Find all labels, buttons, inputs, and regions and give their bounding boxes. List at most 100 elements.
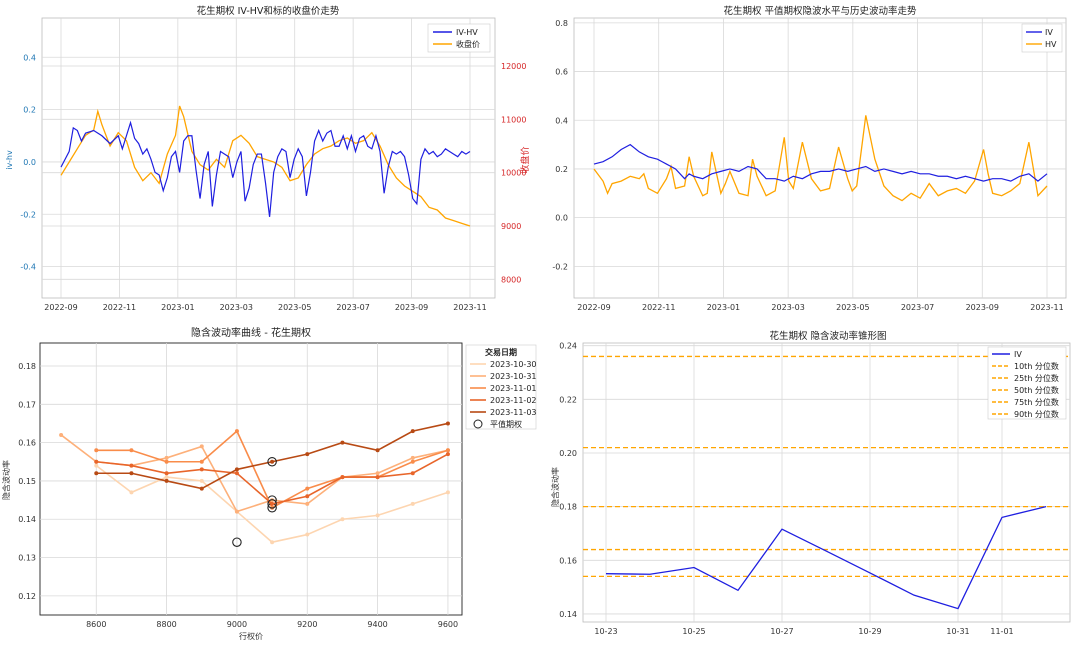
chart4-ylabel: 隐含波动率 [550,467,560,507]
chart3-xtick: 8600 [86,620,106,629]
chart2-legend-iv: IV [1045,28,1053,37]
chart2-xtick: 2023-09 [966,303,999,312]
chart1-y2tick: 9000 [501,222,521,231]
chart3-point [340,440,345,445]
chart2-ytick: 0.0 [555,214,568,223]
chart2-xtick: 2023-07 [901,303,934,312]
chart1-xtick: 2022-09 [44,303,77,312]
chart3-legend-item: 2023-11-01 [490,384,537,393]
chart3-point [445,448,450,453]
chart1-xtick: 2023-01 [161,303,194,312]
chart1-y2tick: 12000 [501,62,526,71]
chart3-ylabel: 隐含波动率 [1,460,11,500]
chart3-legend-atm: 平值期权 [490,419,522,429]
chart3-point [199,444,204,449]
chart4-legend-item: 10th 分位数 [1014,361,1059,371]
chart3-ytick: 0.15 [18,477,36,486]
chart4-legend-item: 75th 分位数 [1014,397,1059,407]
chart3-point [164,471,169,476]
chart1-ytick: 0.2 [23,106,36,115]
chart1-xtick: 2022-11 [103,303,136,312]
chart1-xtick: 2023-11 [453,303,486,312]
chart4-title: 花生期权 隐含波动率锥形图 [769,330,886,342]
chart3-point [270,501,275,506]
chart4-legend-item: 25th 分位数 [1014,373,1059,383]
chart1-frame [41,17,496,299]
chart3-point [234,509,239,514]
chart3-point [340,475,345,480]
chart2-series-hv [593,115,1048,202]
chart3-atm-marker [267,457,277,467]
chart3-point [410,459,415,464]
chart3-legend-atm-swatch [473,419,483,429]
chart4-xtick: 10-29 [858,627,881,636]
chart2-ytick: -0.2 [552,262,568,271]
chart2-title: 花生期权 平值期权隐波水平与历史波动率走势 [723,5,917,17]
chart3-frame [39,342,463,616]
chart3-point [94,463,99,468]
chart2-ytick: 0.4 [555,116,568,125]
chart3-xtick: 9200 [297,620,317,629]
chart3-point [375,471,380,476]
chart2-ytick: 0.8 [555,19,568,28]
chart3-point [445,490,450,495]
chart3-legend-item: 2023-11-02 [490,396,537,405]
chart4-legend [987,346,1067,420]
chart3-legend-title: 交易日期 [485,347,517,357]
chart3-point [129,448,134,453]
chart3-point [94,459,99,464]
chart1-series-ivhv [60,120,471,217]
chart3-legend [465,344,537,430]
chart3-point [340,517,345,522]
chart4-frame [582,342,1071,623]
chart2-xtick: 2023-03 [771,303,804,312]
chart3-point [234,467,239,472]
chart3-point [164,455,169,460]
chart1-ytick: -0.4 [20,263,36,272]
chart3-point [410,455,415,460]
chart2-xtick: 2022-11 [642,303,675,312]
chart2-legend-hv: HV [1045,40,1057,49]
chart4-legend-item: IV [1014,350,1022,359]
chart3-point [164,459,169,464]
chart3-point [164,475,169,480]
chart2-xtick: 2023-05 [836,303,869,312]
chart2-xtick: 2023-01 [707,303,740,312]
chart3-point [164,478,169,483]
chart4-legend-item: 90th 分位数 [1014,409,1059,419]
chart3-point [129,471,134,476]
chart4-ytick: 0.16 [559,556,577,565]
chart3-xlabel: 行权价 [239,631,263,641]
chart4-xtick: 10-27 [770,627,793,636]
chart3-point [129,463,134,468]
chart4-xtick: 10-31 [946,627,969,636]
chart1-ytick: 0.4 [23,53,36,62]
chart3-point [234,429,239,434]
chart4-ytick: 0.14 [559,610,577,619]
chart1-series-price [60,105,471,227]
chart3-point [199,478,204,483]
chart1-title: 花生期权 IV-HV和标的收盘价走势 [197,5,340,17]
chart1-y2tick: 11000 [501,115,526,124]
chart3-point [410,501,415,506]
chart4-legend-item: 50th 分位数 [1014,385,1059,395]
chart3-point [59,432,64,437]
chart1-ytick: 0.0 [23,158,36,167]
chart3-point [305,501,310,506]
chart1-legend-price: 收盘价 [456,39,480,49]
chart1-legend-ivhv: IV-HV [456,28,478,37]
chart2-xtick: 2022-09 [577,303,610,312]
chart4-xtick: 10-23 [594,627,617,636]
chart3-legend-item: 2023-11-03 [490,408,537,417]
chart3-xtick: 9600 [438,620,458,629]
chart3-xtick: 9400 [367,620,387,629]
chart1-xtick: 2023-03 [220,303,253,312]
chart3-point [375,513,380,518]
chart3-point [305,486,310,491]
chart3-point [375,475,380,480]
chart2-series-iv [593,143,1048,182]
chart3-xtick: 8800 [156,620,176,629]
chart3-point [305,494,310,499]
chart4-ytick: 0.20 [559,449,577,458]
